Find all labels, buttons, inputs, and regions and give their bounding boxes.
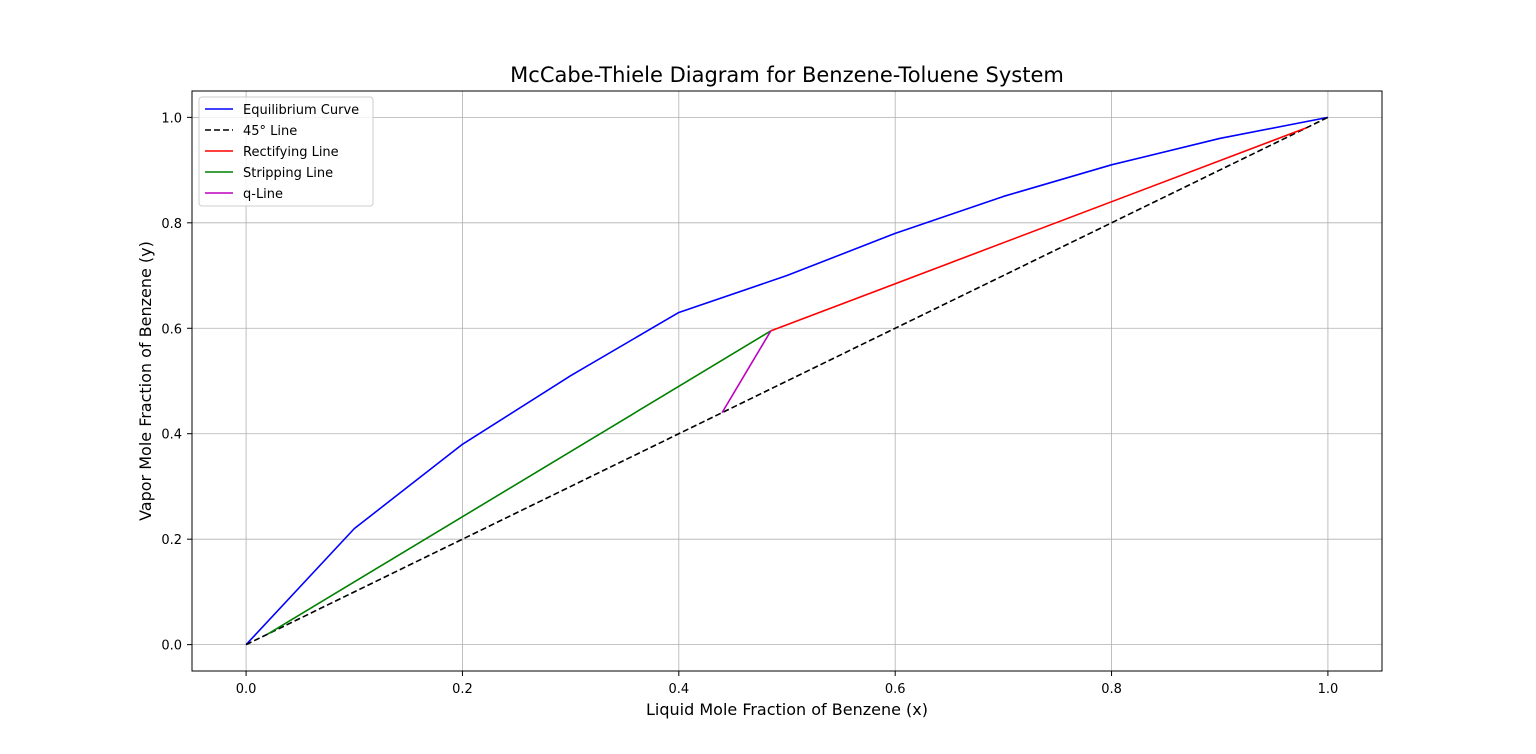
x-tick-label: 0.6 — [885, 682, 906, 697]
legend-label-stripping-line: Stripping Line — [243, 166, 333, 181]
series-line-45-line — [245, 116, 1329, 646]
x-tick-label: 0.4 — [668, 682, 689, 697]
y-axis-label: Vapor Mole Fraction of Benzene (y) — [136, 241, 155, 521]
y-tick-label: 0.4 — [161, 428, 182, 443]
x-tick-label: 1.0 — [1318, 682, 1339, 697]
series-line-equilibrium-curve — [245, 116, 1329, 646]
x-axis-label: Liquid Mole Fraction of Benzene (x) — [646, 700, 928, 719]
y-tick-label: 1.0 — [161, 111, 182, 126]
series-line-stripping-line — [267, 330, 772, 635]
series-line-rectifying-line — [770, 127, 1307, 332]
series-line-q-line — [721, 330, 772, 414]
y-tick-label: 0.2 — [161, 533, 182, 548]
x-tick-label: 0.2 — [452, 682, 473, 697]
x-tick-label: 0.8 — [1101, 682, 1122, 697]
y-tick-label: 0.8 — [161, 217, 182, 232]
y-tick-label: 0.6 — [161, 322, 182, 337]
legend: Equilibrium Curve 45° Line Rectifying Line… — [198, 96, 374, 207]
legend-label-equilibrium-curve: Equilibrium Curve — [243, 103, 359, 118]
x-tick-label: 0.0 — [236, 682, 257, 697]
y-tick-label: 0.0 — [161, 639, 182, 654]
legend-label-45-line: 45° Line — [243, 124, 297, 139]
grid-layer — [192, 91, 1382, 671]
chart-title: McCabe-Thiele Diagram for Benzene-Toluen… — [510, 63, 1064, 87]
legend-box — [198, 96, 374, 207]
legend-label-q-line: q-Line — [243, 187, 283, 202]
axes-frame — [191, 90, 1383, 672]
legend-label-rectifying-line: Rectifying Line — [243, 145, 339, 160]
series-layer — [245, 116, 1329, 646]
legend-items: Equilibrium Curve 45° Line Rectifying Line… — [205, 103, 359, 202]
ticks-layer: 0.0 0.2 0.4 0.6 0.8 1.0 0.0 0.2 0.4 0.6 0.8 1.0 — [161, 111, 1338, 697]
